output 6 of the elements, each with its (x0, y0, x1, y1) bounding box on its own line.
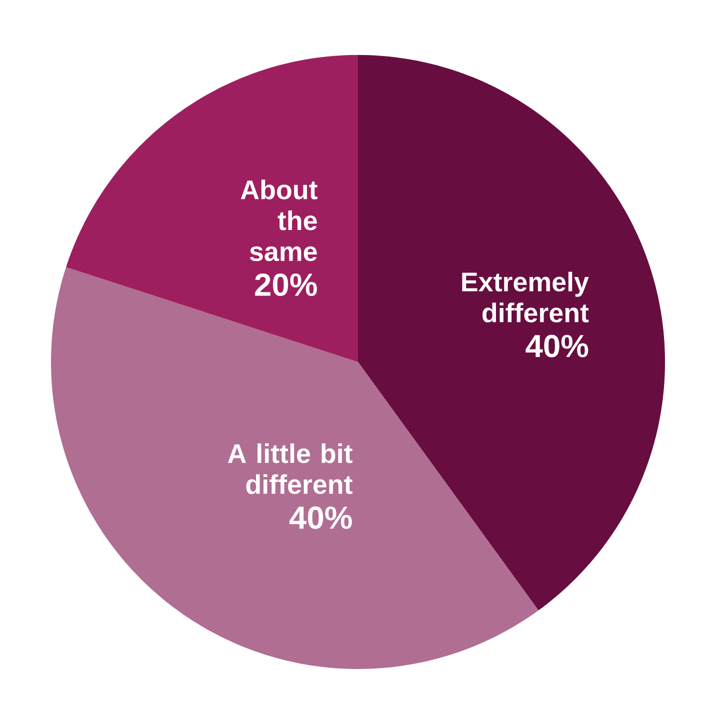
slice-label: About the same (240, 180, 318, 262)
slice-label: A little bit different (228, 443, 352, 494)
data-label: 40% (289, 506, 352, 529)
data-label: 20% (255, 273, 317, 296)
slice-label: Extremely different (462, 272, 589, 322)
data-label: 40% (526, 334, 588, 358)
